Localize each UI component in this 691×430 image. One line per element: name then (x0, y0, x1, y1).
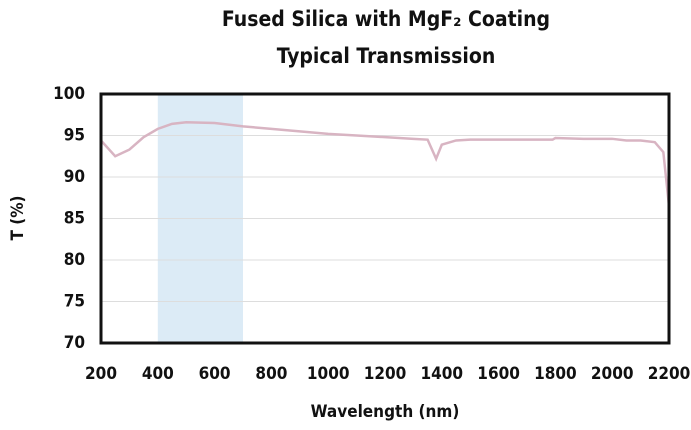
y-tick-label: 75 (64, 292, 85, 312)
x-tick-label: 800 (255, 364, 287, 384)
x-tick-label: 400 (142, 364, 174, 384)
x-tick-label: 2200 (648, 364, 691, 384)
x-axis-label: Wavelength (nm) (311, 402, 460, 422)
plot-frame (99, 92, 671, 345)
chart-subtitle: Typical Transmission (277, 44, 496, 68)
y-axis-label: T (%) (8, 195, 28, 240)
y-tick-label: 80 (64, 250, 85, 270)
x-tick-label: 1200 (364, 364, 407, 384)
x-tick-label: 1000 (307, 364, 350, 384)
chart-title: Fused Silica with MgF₂ Coating (222, 7, 550, 31)
transmission-line (100, 120, 671, 207)
x-tick-label: 200 (85, 364, 117, 384)
y-tick-label: 90 (64, 167, 85, 187)
y-tick-label: 100 (53, 84, 85, 104)
x-tick-label: 1600 (477, 364, 520, 384)
y-tick-label: 70 (64, 333, 85, 353)
x-tick-label: 600 (199, 364, 231, 384)
y-tick-label: 85 (64, 209, 85, 229)
y-tick-label: 95 (64, 126, 85, 146)
x-tick-label: 1800 (534, 364, 577, 384)
x-tick-label: 1400 (421, 364, 464, 384)
x-tick-label: 2000 (591, 364, 634, 384)
